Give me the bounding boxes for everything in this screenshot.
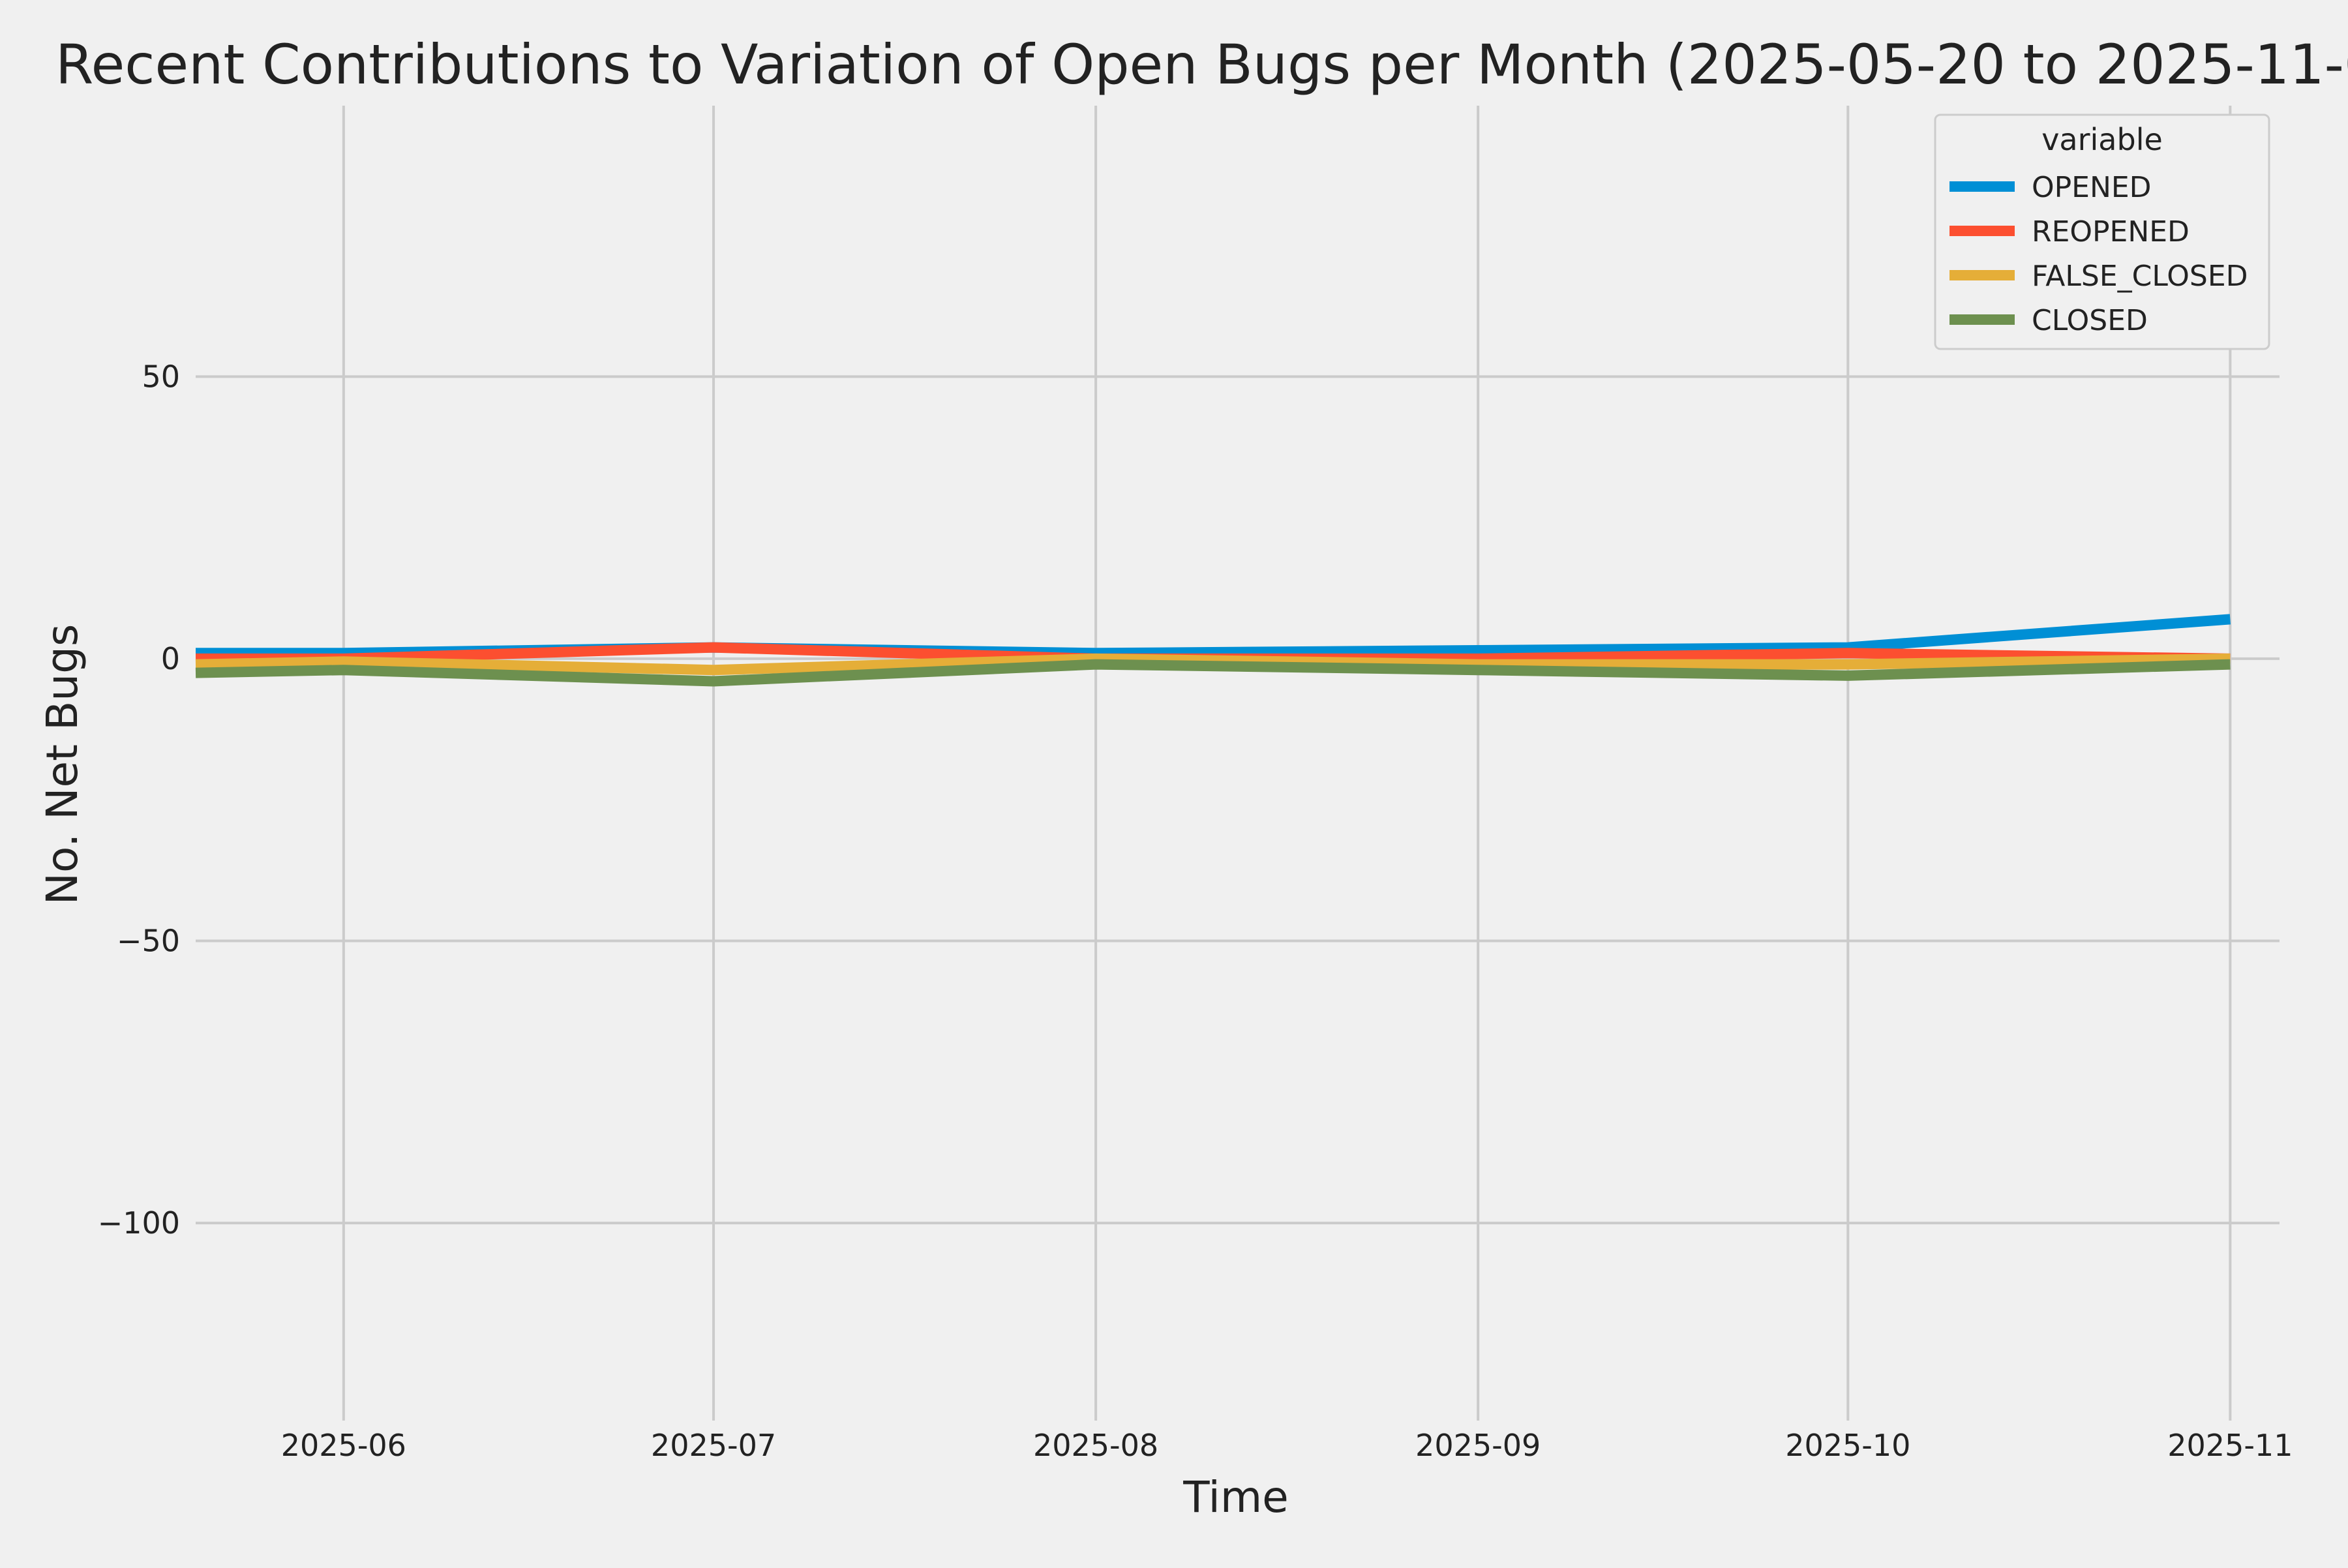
x-tick-label: 2025-09 (1415, 1428, 1541, 1463)
y-tick-label: −100 (98, 1205, 180, 1241)
y-axis-label: No. Net Bugs (37, 624, 87, 905)
y-tick-label: 0 (161, 641, 180, 676)
chart-title: Recent Contributions to Variation of Ope… (55, 33, 2348, 97)
legend-label: FALSE_CLOSED (2032, 260, 2248, 293)
legend-label: CLOSED (2032, 304, 2148, 337)
x-tick-label: 2025-06 (281, 1428, 406, 1463)
legend-label: REOPENED (2032, 215, 2190, 249)
legend-label: OPENED (2032, 171, 2152, 204)
series-line-false-closed (195, 653, 2231, 676)
x-tick-label: 2025-11 (2167, 1428, 2293, 1463)
legend-title: variable (2041, 122, 2163, 157)
legend-box (1934, 113, 2270, 350)
x-axis-label: Time (1182, 1472, 1289, 1522)
legend: variable OPENED REOPENED FALSE_CLOSED CLOSED (1934, 113, 2270, 350)
x-tick-label: 2025-10 (1785, 1428, 1910, 1463)
series-line-opened (196, 614, 2231, 659)
x-tick-label: 2025-08 (1033, 1428, 1158, 1463)
y-tick-label: −50 (117, 924, 180, 959)
y-tick-label: 50 (142, 359, 180, 394)
x-tick-label: 2025-07 (651, 1428, 776, 1463)
series-line-closed (195, 659, 2231, 687)
